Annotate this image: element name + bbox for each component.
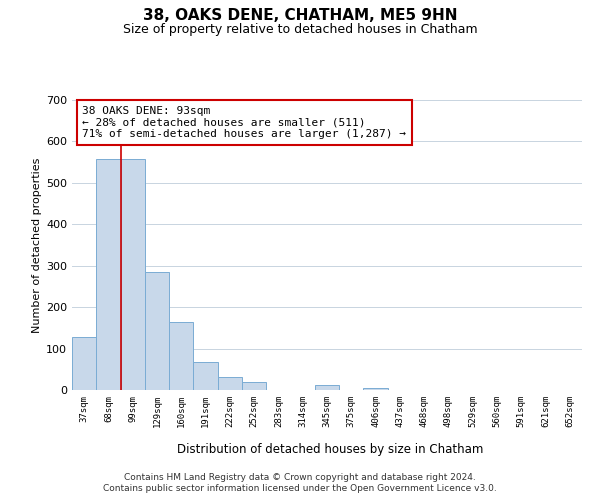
Text: 38 OAKS DENE: 93sqm
← 28% of detached houses are smaller (511)
71% of semi-detac: 38 OAKS DENE: 93sqm ← 28% of detached ho… (82, 106, 406, 139)
Y-axis label: Number of detached properties: Number of detached properties (32, 158, 42, 332)
Bar (96, 159, 121, 390)
Text: Contains public sector information licensed under the Open Government Licence v3: Contains public sector information licen… (103, 484, 497, 493)
Bar (242, 382, 266, 390)
Bar (193, 362, 218, 390)
Bar (169, 322, 193, 390)
Text: 38, OAKS DENE, CHATHAM, ME5 9HN: 38, OAKS DENE, CHATHAM, ME5 9HN (143, 8, 457, 22)
Bar (364, 388, 388, 390)
Bar (218, 376, 242, 390)
Text: Size of property relative to detached houses in Chatham: Size of property relative to detached ho… (122, 22, 478, 36)
Bar (315, 386, 339, 390)
Text: Contains HM Land Registry data © Crown copyright and database right 2024.: Contains HM Land Registry data © Crown c… (124, 472, 476, 482)
Bar (72, 337, 96, 390)
Bar (145, 272, 169, 390)
Text: Distribution of detached houses by size in Chatham: Distribution of detached houses by size … (177, 442, 483, 456)
Bar (121, 159, 145, 390)
